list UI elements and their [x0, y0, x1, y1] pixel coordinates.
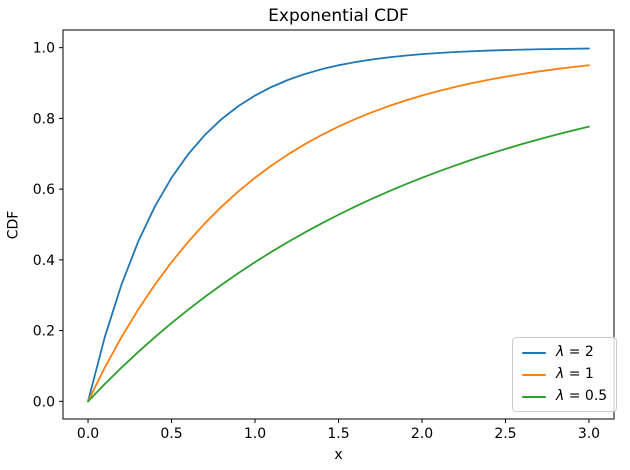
cdf-curve-0 [87, 47, 590, 403]
legend: λ = 2 λ = 1 λ = 0.5 [512, 337, 618, 412]
legend-label: λ = 2 [556, 344, 594, 360]
y-tick-label: 0.0 [33, 394, 55, 410]
legend-item: λ = 0.5 [522, 389, 607, 404]
y-axis-label: CDF [5, 210, 22, 239]
y-tick-label: 0.4 [33, 253, 55, 269]
x-tick-label: 3.0 [578, 426, 600, 442]
legend-item: λ = 1 [522, 367, 607, 382]
legend-line-sample [522, 351, 546, 354]
x-tick-label: 2.0 [411, 426, 433, 442]
x-tick-label: 0.0 [77, 426, 99, 442]
legend-item: λ = 2 [522, 345, 607, 360]
cdf-curve-2 [87, 125, 590, 403]
x-tick-label: 0.5 [160, 426, 182, 442]
cdf-curve-1 [87, 64, 590, 403]
legend-label: λ = 1 [556, 366, 594, 382]
y-tick-label: 1.0 [33, 41, 55, 57]
chart-title: Exponential CDF [268, 6, 409, 26]
y-tick-label: 0.8 [33, 111, 55, 127]
legend-line-sample [522, 373, 546, 376]
x-tick-label: 1.5 [327, 426, 349, 442]
legend-label: λ = 0.5 [556, 388, 608, 404]
y-axis-label-container: CDF [1, 30, 25, 419]
y-tick-label: 0.2 [33, 324, 55, 340]
legend-line-sample [522, 395, 546, 398]
x-axis-label: x [334, 447, 343, 463]
x-tick-label: 2.5 [494, 426, 516, 442]
axes-frame [62, 29, 615, 420]
x-tick-label: 1.0 [244, 426, 266, 442]
y-tick-label: 0.6 [33, 182, 55, 198]
